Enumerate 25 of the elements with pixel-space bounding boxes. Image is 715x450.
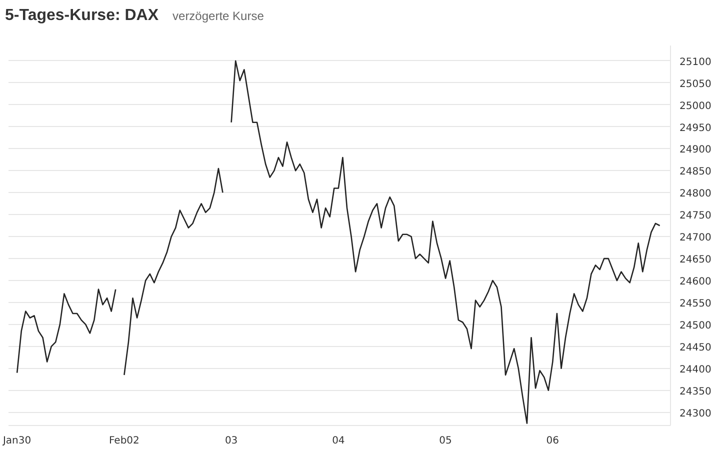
y-tick-label: 24900 xyxy=(680,144,712,156)
y-tick-label: 24950 xyxy=(680,122,712,134)
y-tick-label: 24450 xyxy=(680,342,712,354)
y-tick-label: 24850 xyxy=(680,166,712,178)
y-tick-label: 24600 xyxy=(680,276,712,288)
chart-subtitle: verzögerte Kurse xyxy=(172,9,264,23)
x-tick-label: 05 xyxy=(439,436,452,446)
y-tick-label: 25050 xyxy=(680,78,712,90)
x-tick-label: 04 xyxy=(332,436,345,446)
x-tick-label: Jan30 xyxy=(2,436,32,446)
x-tick-label: 06 xyxy=(546,436,560,446)
y-tick-label: 24700 xyxy=(680,232,712,244)
y-tick-label: 24500 xyxy=(680,320,712,332)
chart-title: 5-Tages-Kurse: DAX xyxy=(5,7,159,24)
y-tick-label: 24750 xyxy=(680,210,712,222)
y-tick-label: 24300 xyxy=(680,408,712,420)
y-tick-label: 25000 xyxy=(680,100,712,112)
y-tick-label: 24550 xyxy=(680,298,712,310)
x-tick-label: Feb02 xyxy=(108,436,140,446)
y-tick-label: 25100 xyxy=(680,56,712,68)
y-tick-label: 24350 xyxy=(680,386,712,398)
y-tick-label: 24800 xyxy=(680,188,712,200)
y-tick-label: 24650 xyxy=(680,254,712,266)
x-tick-label: 03 xyxy=(224,436,238,446)
y-tick-label: 24400 xyxy=(680,364,712,376)
